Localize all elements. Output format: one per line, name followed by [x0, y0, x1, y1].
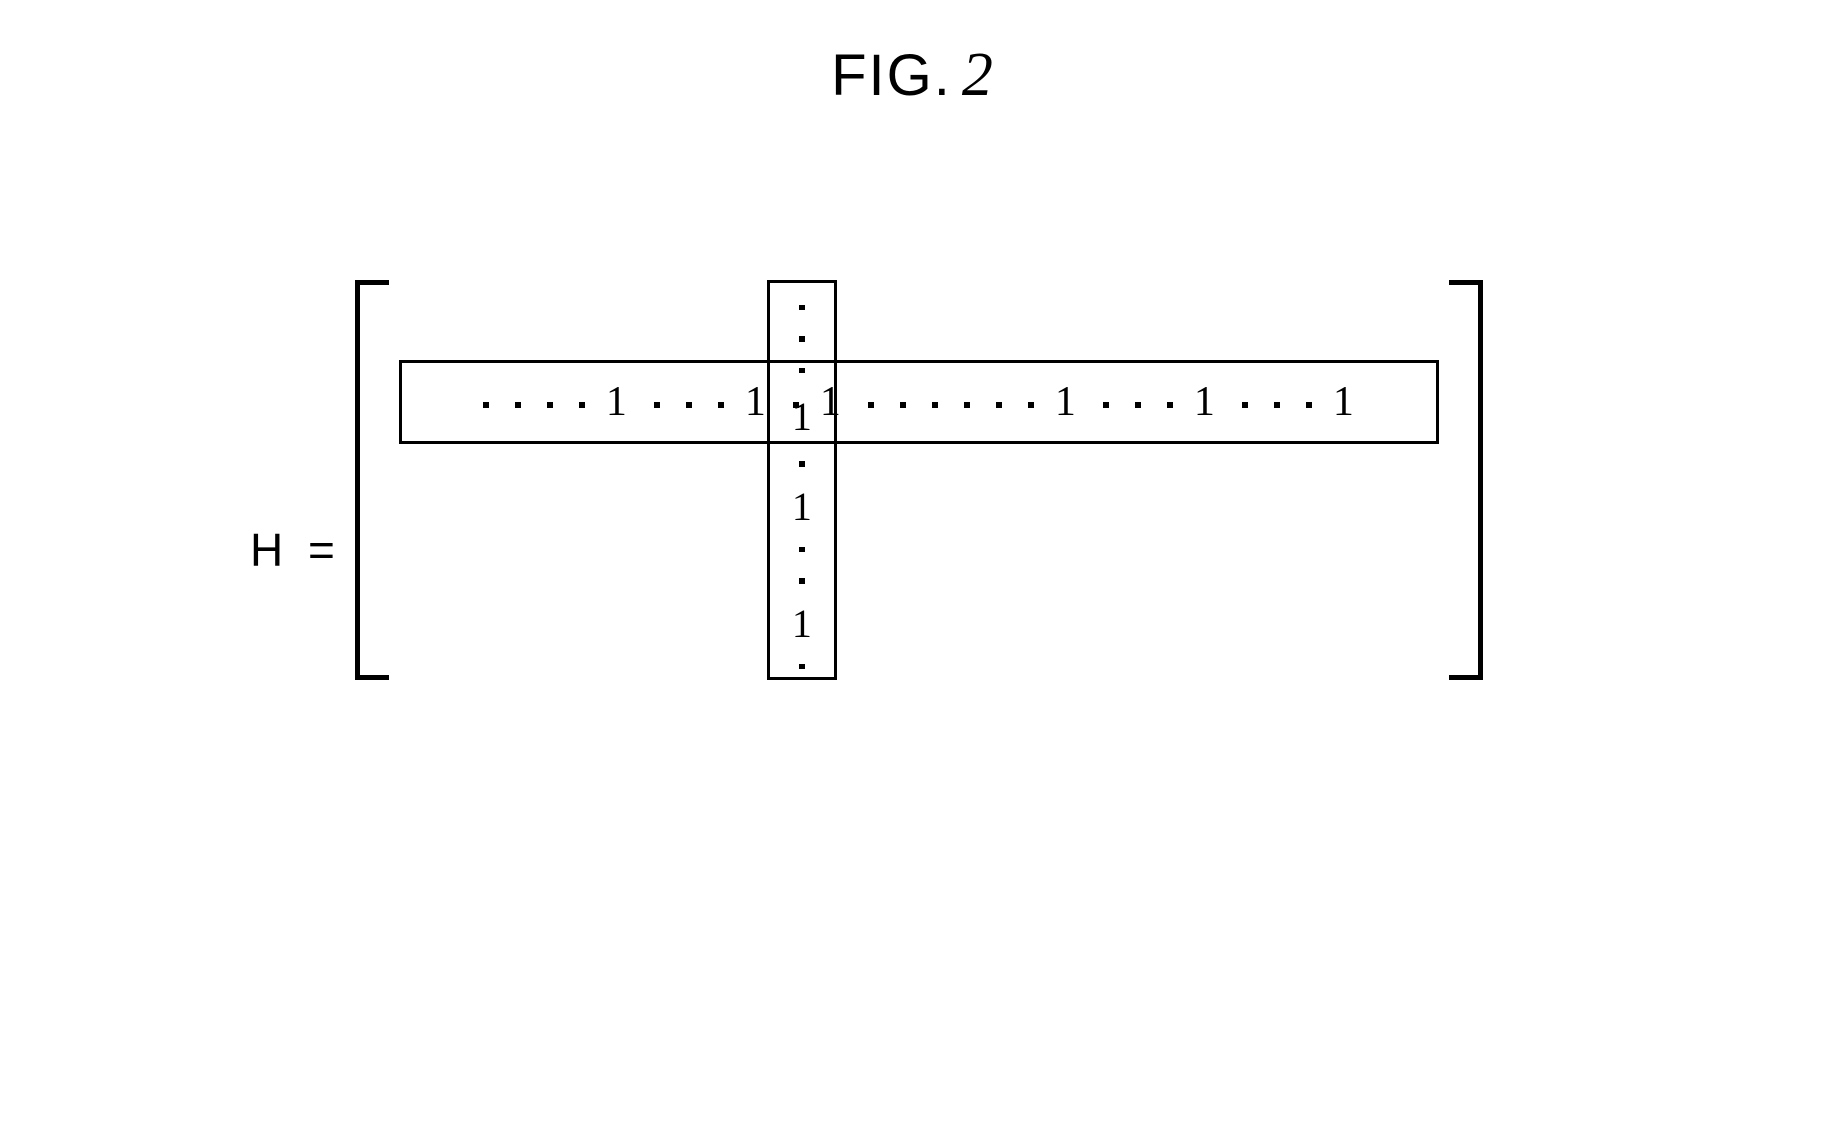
matrix-one: 1 — [1333, 379, 1360, 425]
matrix-dot — [868, 402, 874, 408]
matrix-lhs-label: H = — [250, 523, 341, 577]
matrix-dot — [718, 402, 724, 408]
matrix-dot — [547, 402, 553, 408]
matrix-body: 1 1 1 1 1 1 1 1 1 — [389, 280, 1449, 680]
matrix-dot — [1306, 402, 1312, 408]
matrix-row-highlight: 1 1 1 1 1 1 — [399, 360, 1439, 444]
matrix-column-highlight: 111 — [767, 280, 837, 680]
matrix-dot — [932, 402, 938, 408]
figure-caption-number: 2 — [962, 40, 995, 111]
matrix-dot — [1242, 402, 1248, 408]
figure-caption: FIG. 2 — [831, 40, 995, 111]
matrix-dot — [964, 402, 970, 408]
matrix-dot — [686, 402, 692, 408]
matrix-dot — [996, 402, 1002, 408]
matrix-equation: H = 1 1 1 1 1 1 1 1 1 — [250, 280, 1483, 680]
matrix-one: 1 — [792, 487, 812, 527]
matrix-dot — [799, 461, 805, 466]
matrix-dot — [579, 402, 585, 408]
matrix-dot — [799, 305, 805, 310]
matrix-dot — [900, 402, 906, 408]
matrix-dot — [1274, 402, 1280, 408]
matrix-dot — [1103, 402, 1109, 408]
matrix-dot — [515, 402, 521, 408]
matrix-dot — [799, 547, 805, 552]
matrix-one: 1 — [792, 604, 812, 644]
matrix-one: 1 — [1055, 379, 1082, 425]
matrix-dot — [654, 402, 660, 408]
matrix-dot — [799, 336, 805, 341]
matrix-bracket-left — [355, 280, 389, 680]
matrix-dot — [1028, 402, 1034, 408]
matrix-one: 1 — [745, 379, 772, 425]
matrix-dot — [483, 402, 489, 408]
matrix-dot — [799, 664, 805, 669]
matrix-row-content: 1 1 1 1 1 1 — [470, 381, 1368, 423]
matrix-one: 1 — [606, 379, 633, 425]
matrix-one: 1 — [1194, 379, 1221, 425]
matrix-dot — [1167, 402, 1173, 408]
matrix-dot — [793, 402, 799, 408]
figure-caption-prefix: FIG. — [831, 42, 952, 109]
matrix-dot — [799, 578, 805, 583]
matrix-bracket-right — [1449, 280, 1483, 680]
matrix-one: 1 — [820, 379, 847, 425]
matrix-dot — [1135, 402, 1141, 408]
